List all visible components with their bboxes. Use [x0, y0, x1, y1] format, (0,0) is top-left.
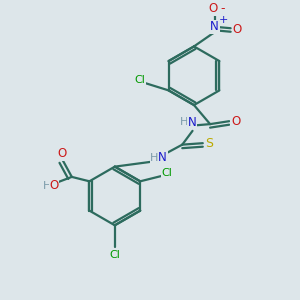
Text: Cl: Cl [162, 167, 172, 178]
Text: N: N [210, 20, 219, 33]
Text: H: H [42, 181, 51, 191]
Text: O: O [208, 2, 218, 15]
Text: Cl: Cl [134, 75, 145, 85]
Text: O: O [231, 115, 240, 128]
Text: O: O [49, 179, 58, 192]
Text: O: O [57, 147, 66, 160]
Text: Cl: Cl [110, 250, 120, 260]
Text: +: + [219, 15, 228, 25]
Text: H: H [179, 117, 188, 127]
Text: H: H [150, 153, 159, 163]
Text: N: N [158, 151, 167, 164]
Text: -: - [220, 2, 225, 15]
Text: S: S [205, 137, 213, 150]
Text: O: O [232, 23, 242, 36]
Text: N: N [188, 116, 196, 129]
